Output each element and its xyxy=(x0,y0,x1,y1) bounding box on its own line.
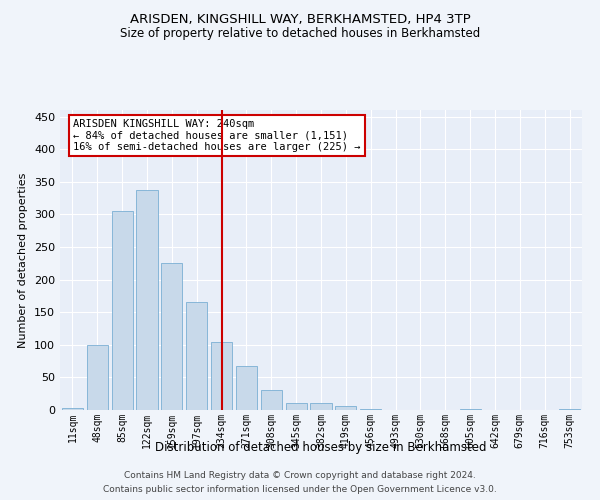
Bar xyxy=(460,408,481,410)
Bar xyxy=(87,346,108,410)
Bar xyxy=(286,404,307,410)
Bar xyxy=(335,406,356,410)
Bar xyxy=(112,211,133,410)
Bar xyxy=(236,366,257,410)
Text: Contains public sector information licensed under the Open Government Licence v3: Contains public sector information licen… xyxy=(103,484,497,494)
Bar xyxy=(261,390,282,410)
Bar xyxy=(62,408,83,410)
Text: Contains HM Land Registry data © Crown copyright and database right 2024.: Contains HM Land Registry data © Crown c… xyxy=(124,472,476,480)
Y-axis label: Number of detached properties: Number of detached properties xyxy=(19,172,28,348)
Text: Size of property relative to detached houses in Berkhamsted: Size of property relative to detached ho… xyxy=(120,28,480,40)
Bar xyxy=(559,408,580,410)
Text: Distribution of detached houses by size in Berkhamsted: Distribution of detached houses by size … xyxy=(155,441,487,454)
Text: ARISDEN KINGSHILL WAY: 240sqm
← 84% of detached houses are smaller (1,151)
16% o: ARISDEN KINGSHILL WAY: 240sqm ← 84% of d… xyxy=(73,119,361,152)
Text: ARISDEN, KINGSHILL WAY, BERKHAMSTED, HP4 3TP: ARISDEN, KINGSHILL WAY, BERKHAMSTED, HP4… xyxy=(130,12,470,26)
Bar xyxy=(211,342,232,410)
Bar xyxy=(136,190,158,410)
Bar xyxy=(186,302,207,410)
Bar xyxy=(161,264,182,410)
Bar xyxy=(310,404,332,410)
Bar xyxy=(360,408,381,410)
